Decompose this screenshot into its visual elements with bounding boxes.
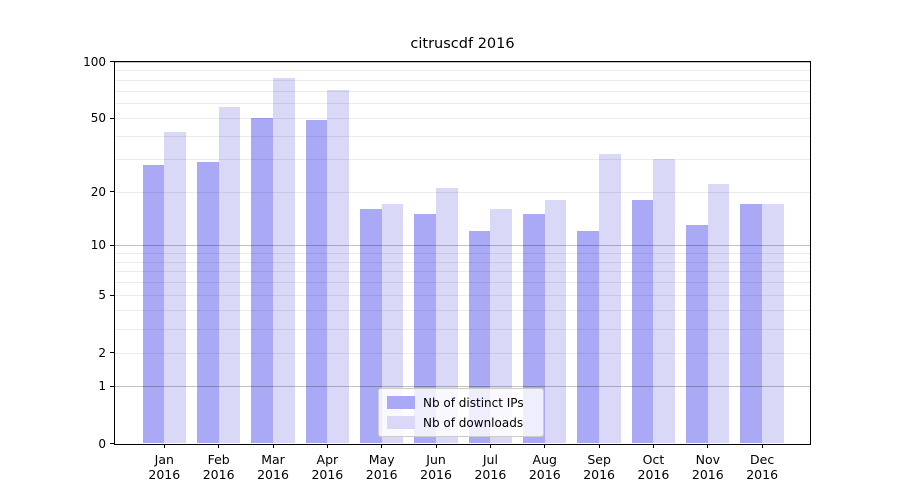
y-tick [110,117,114,119]
minor-gridline [115,352,810,354]
x-tick [381,443,383,448]
minor-gridline [115,136,810,138]
y-tick-label: 100 [83,54,106,69]
bar-distinct-ips-sep-2016 [577,231,600,444]
y-tick [110,352,114,354]
x-tick-label: Mar 2016 [257,451,289,483]
legend-swatch-downloads [387,416,415,429]
x-tick [707,443,709,448]
x-tick [544,443,546,448]
y-tick-label: 1 [98,379,106,394]
legend-label-distinct-ips: Nb of distinct IPs [423,395,524,410]
x-tick [652,443,654,448]
y-tick [110,244,114,246]
x-tick-label: Jan 2016 [148,451,181,483]
x-tick-label: Nov 2016 [691,451,724,483]
bar-distinct-ips-may-2016 [360,208,382,444]
x-tick [326,443,328,448]
y-tick [110,443,114,444]
y-tick-label: 5 [98,288,106,303]
bar-downloads-dec-2016 [762,204,784,444]
chart-title: citruscdf 2016 [410,36,515,52]
major-gridline [115,61,810,63]
x-tick-label: Dec 2016 [746,451,779,483]
legend-label-downloads: Nb of downloads [423,415,524,430]
x-tick [598,443,600,448]
bar-downloads-jan-2016 [164,132,186,444]
minor-gridline [115,295,810,297]
bar-distinct-ips-feb-2016 [196,161,219,444]
x-tick [218,443,220,448]
minor-gridline [115,261,810,263]
y-tick-label: 20 [90,184,106,199]
y-tick-label: 2 [98,345,106,360]
minor-gridline [115,282,810,284]
legend-swatch-distinct-ips [387,396,415,409]
minor-gridline [115,252,810,254]
bar-distinct-ips-jan-2016 [142,164,165,444]
minor-gridline [115,103,810,105]
bar-downloads-aug-2016 [544,199,567,444]
x-tick-label: Feb 2016 [202,451,235,483]
minor-gridline [115,328,810,330]
y-tick [110,61,114,62]
y-tick [110,385,114,387]
minor-gridline [115,118,810,120]
major-gridline [115,245,810,247]
y-tick [110,294,114,296]
y-tick-label: 0 [98,436,106,451]
legend-row: Nb of downloads [387,413,535,432]
bar-distinct-ips-aug-2016 [523,214,545,444]
minor-gridline [115,90,810,92]
x-tick [272,443,274,448]
bar-downloads-feb-2016 [218,107,241,444]
bar-downloads-nov-2016 [707,183,730,444]
x-tick [761,443,763,448]
legend-row: Nb of distinct IPs [387,393,535,412]
minor-gridline [115,79,810,81]
bar-downloads-sep-2016 [599,154,621,444]
x-tick [435,443,437,448]
minor-gridline [115,70,810,72]
y-tick [110,191,114,192]
bar-downloads-jul-2016 [490,208,513,444]
bar-downloads-may-2016 [381,204,404,444]
bar-distinct-ips-nov-2016 [686,225,708,444]
minor-gridline [115,191,810,193]
x-tick-label: May 2016 [365,451,398,483]
plot-area: 0 1 2 5 10 20 50 100 Jan 2016 Feb 2016 Mar 2016 Apr… [83,55,811,482]
bar-distinct-ips-oct-2016 [631,199,654,444]
bar-downloads-mar-2016 [273,77,295,444]
minor-gridline [115,159,810,161]
bar-downloads-oct-2016 [653,159,676,444]
minor-gridline [115,310,810,312]
y-tick-label: 10 [90,238,106,253]
bar-distinct-ips-apr-2016 [305,119,328,444]
bar-downloads-jun-2016 [436,187,458,444]
x-tick-label: Aug 2016 [528,451,561,483]
bar-distinct-ips-dec-2016 [740,204,763,444]
major-gridline [115,386,810,388]
x-tick-label: Sep 2016 [583,451,615,483]
bar-distinct-ips-mar-2016 [251,118,273,444]
x-tick-label: Apr 2016 [311,451,344,483]
x-tick [163,443,165,448]
y-tick-label: 50 [90,111,106,126]
legend: Nb of distinct IPs Nb of downloads [378,388,544,437]
minor-gridline [115,271,810,273]
x-tick-label: Oct 2016 [637,451,670,483]
x-tick-label: Jun 2016 [420,451,452,483]
x-tick-label: Jul 2016 [474,451,507,483]
bar-downloads-apr-2016 [327,89,350,444]
x-tick [489,443,491,448]
bar-distinct-ips-jun-2016 [414,214,437,444]
